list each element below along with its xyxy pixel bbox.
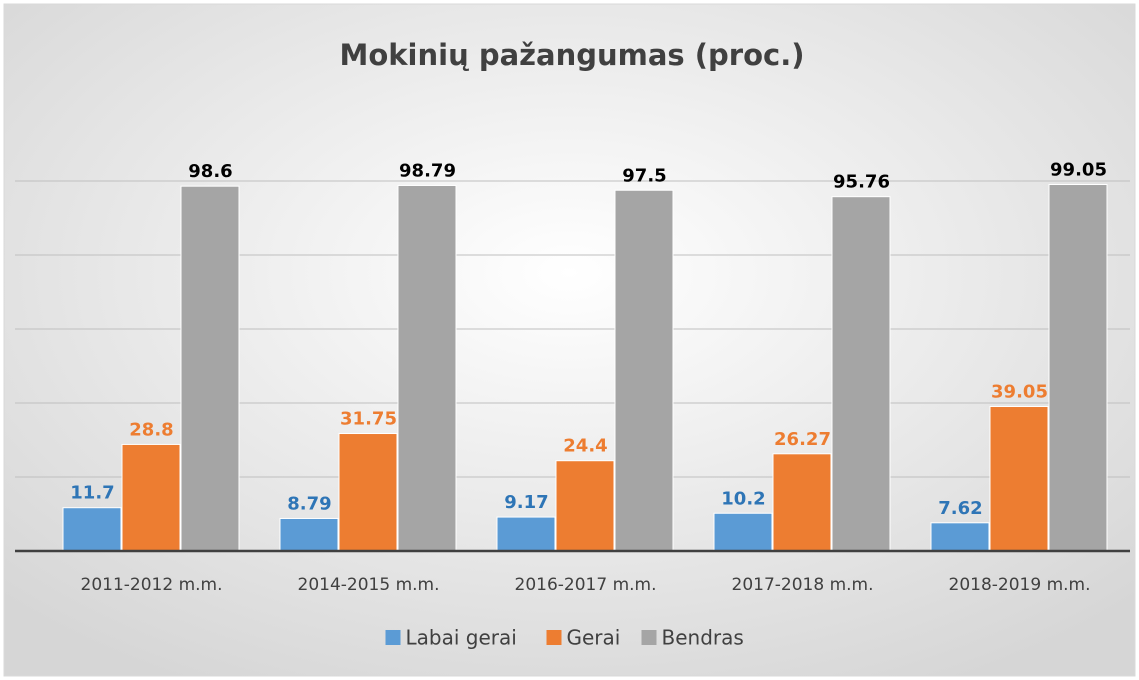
x-tick-label: 2018-2019 m.m. <box>949 575 1091 595</box>
data-label: 26.27 <box>774 429 831 450</box>
data-label: 8.79 <box>287 493 331 514</box>
bar <box>831 196 891 552</box>
legend-swatch <box>385 630 401 645</box>
data-label: 31.75 <box>340 409 397 430</box>
bar <box>279 517 339 552</box>
x-tick-label: 2016-2017 m.m. <box>515 575 657 595</box>
data-label: 9.17 <box>504 492 548 513</box>
x-tick-label: 2011-2012 m.m. <box>81 575 223 595</box>
data-label: 99.05 <box>1050 160 1107 181</box>
bar <box>614 189 674 552</box>
legend-label: Labai gerai <box>406 626 517 650</box>
chart-title: Mokinių pažangumas (proc.) <box>339 38 804 72</box>
data-label: 7.62 <box>938 498 982 519</box>
data-label: 24.4 <box>563 436 607 457</box>
bar <box>62 507 122 552</box>
data-label: 98.79 <box>399 160 456 181</box>
x-tick-label: 2014-2015 m.m. <box>298 575 440 595</box>
bar <box>338 433 398 552</box>
bar <box>397 184 457 552</box>
bar <box>555 460 615 552</box>
bar <box>121 443 181 552</box>
legend-swatch <box>546 630 562 645</box>
bar <box>180 185 240 552</box>
data-label: 10.2 <box>721 488 765 509</box>
data-label: 39.05 <box>991 382 1048 403</box>
legend-label: Bendras <box>662 626 744 650</box>
data-label: 98.6 <box>188 161 232 182</box>
bar <box>496 516 556 552</box>
data-label: 28.8 <box>129 419 173 440</box>
bar <box>989 406 1049 552</box>
legend-swatch <box>641 630 657 645</box>
data-label: 95.76 <box>833 172 890 193</box>
bar <box>772 453 832 552</box>
x-tick-label: 2017-2018 m.m. <box>732 575 874 595</box>
bar <box>930 522 990 552</box>
data-label: 97.5 <box>622 165 666 186</box>
legend-label: Gerai <box>567 626 621 650</box>
bar <box>1048 184 1108 552</box>
data-label: 11.7 <box>70 483 114 504</box>
bar <box>713 512 773 552</box>
